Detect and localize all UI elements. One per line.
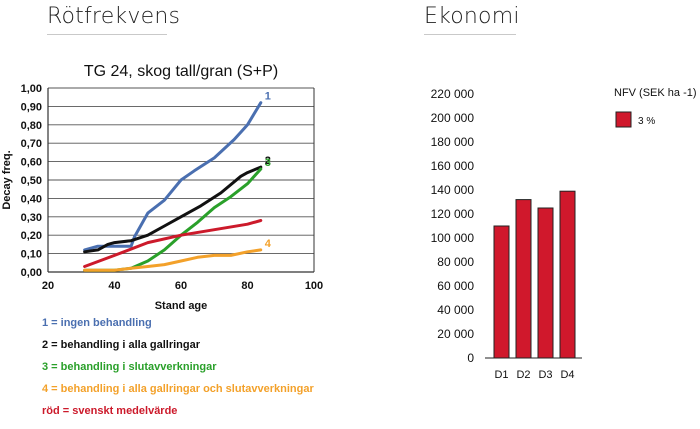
series-end-label: 4 — [265, 238, 272, 250]
bar-legend-swatch — [615, 111, 632, 128]
bar-D2 — [515, 199, 532, 359]
series-end-label: 1 — [265, 91, 271, 103]
series-line-4 — [83, 248, 263, 272]
y-axis-label: Decay freq. — [1, 150, 13, 209]
bar-y-tick-label: 160 000 — [431, 159, 475, 173]
heading-underline — [424, 34, 516, 35]
y-tick-label: 0,00 — [21, 267, 42, 279]
x-tick-label: 80 — [241, 280, 253, 292]
series-line-1 — [83, 101, 263, 252]
bar-category-label: D4 — [560, 369, 574, 381]
x-tick-label: 100 — [305, 280, 323, 292]
x-axis-label: Stand age — [155, 300, 208, 312]
bar-D4 — [559, 190, 576, 359]
series-line-red — [83, 219, 263, 268]
y-tick-label: 0,40 — [21, 193, 42, 205]
legend-entry: röd = svenskt medelvärde — [42, 405, 178, 417]
bar-category-label: D3 — [538, 369, 552, 381]
y-tick-label: 0,30 — [21, 212, 42, 224]
legend-entry: 4 = behandling i alla gallringar och slu… — [42, 383, 314, 395]
y-tick-label: 0,80 — [21, 120, 42, 132]
legend-entry: 2 = behandling i alla gallringar — [42, 339, 201, 351]
y-tick-label: 0,10 — [21, 249, 42, 261]
y-tick-label: 0,60 — [21, 157, 42, 169]
bar-y-tick-label: 100 000 — [431, 231, 475, 245]
bar-legend-title: NFV (SEK ha -1) — [614, 87, 697, 99]
bar-D1 — [493, 225, 510, 359]
bar-y-tick-label: 180 000 — [431, 135, 475, 149]
legend-entry: 3 = behandling i slutavverkningar — [42, 361, 217, 373]
section-heading-rotfrekvens: Rötfrekvens — [47, 4, 181, 29]
y-tick-label: 1,00 — [21, 83, 42, 95]
bar-y-tick-label: 0 — [467, 351, 474, 365]
x-tick-label: 40 — [108, 280, 120, 292]
bar-category-label: D1 — [494, 369, 508, 381]
y-tick-label: 0,50 — [21, 175, 42, 187]
heading-underline — [47, 34, 167, 35]
line-chart-title: TG 24, skog tall/gran (S+P) — [84, 63, 278, 80]
y-tick-label: 0,90 — [21, 101, 42, 113]
bar-y-tick-label: 120 000 — [431, 207, 475, 221]
section-heading-ekonomi: Ekonomi — [424, 4, 520, 29]
bar-y-tick-label: 60 000 — [437, 279, 474, 293]
x-tick-label: 20 — [42, 280, 54, 292]
bar-D3 — [537, 207, 554, 359]
legend-entry: 1 = ingen behandling — [42, 317, 152, 329]
x-tick-label: 60 — [175, 280, 187, 292]
series-end-label: 3 — [265, 157, 271, 169]
series-line-2 — [83, 165, 263, 254]
bar-category-label: D2 — [516, 369, 530, 381]
bar-y-tick-label: 200 000 — [431, 111, 475, 125]
y-tick-label: 0,70 — [21, 138, 42, 150]
series-end-label: 2 — [265, 155, 271, 167]
bar-y-tick-label: 140 000 — [431, 183, 475, 197]
bar-y-tick-label: 220 000 — [431, 87, 475, 101]
bar-y-tick-label: 80 000 — [437, 255, 474, 269]
y-tick-label: 0,20 — [21, 230, 42, 242]
bar-legend-label: 3 % — [638, 116, 655, 127]
bar-y-tick-label: 20 000 — [437, 327, 474, 341]
bar-y-tick-label: 40 000 — [437, 303, 474, 317]
